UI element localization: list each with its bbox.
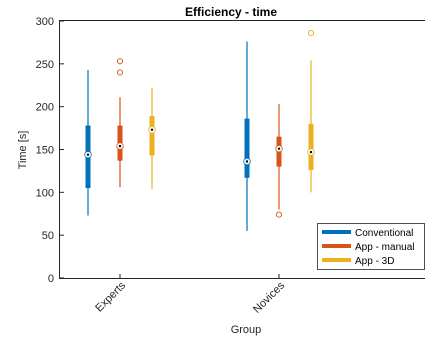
chart-title: Efficiency - time [185,5,277,19]
y-tick-label: 250 [36,59,54,71]
box-body [245,119,250,178]
outlier-point [117,59,122,64]
legend-label: App - manual [355,242,414,253]
median-dot [310,151,312,153]
box-body [150,116,155,155]
x-tick-label: Novices [251,279,288,316]
outlier-point [117,70,122,75]
y-tick-label: 300 [36,16,54,28]
y-tick-label: 100 [36,187,54,199]
x-axis-label: Group [231,324,262,336]
outlier-point [308,30,313,35]
legend-label: App - 3D [355,256,394,267]
box-body [309,124,314,170]
y-tick-label: 50 [42,230,54,242]
x-tick-label: Experts [93,279,128,314]
median-dot [278,147,280,149]
y-tick-label: 150 [36,145,54,157]
legend: Conventional App - manual App - 3D [318,224,425,270]
median-dot [119,145,121,147]
median-dot [87,153,89,155]
y-tick-label: 0 [48,273,54,285]
outlier-point [276,212,281,217]
plot-area: 0 50 100 150 200 250 300 Experts Novices [36,16,315,316]
legend-label: Conventional [355,228,413,239]
median-dot [151,129,153,131]
median-dot [246,160,248,162]
y-axis-label: Time [s] [17,131,29,170]
y-tick-label: 200 [36,102,54,114]
